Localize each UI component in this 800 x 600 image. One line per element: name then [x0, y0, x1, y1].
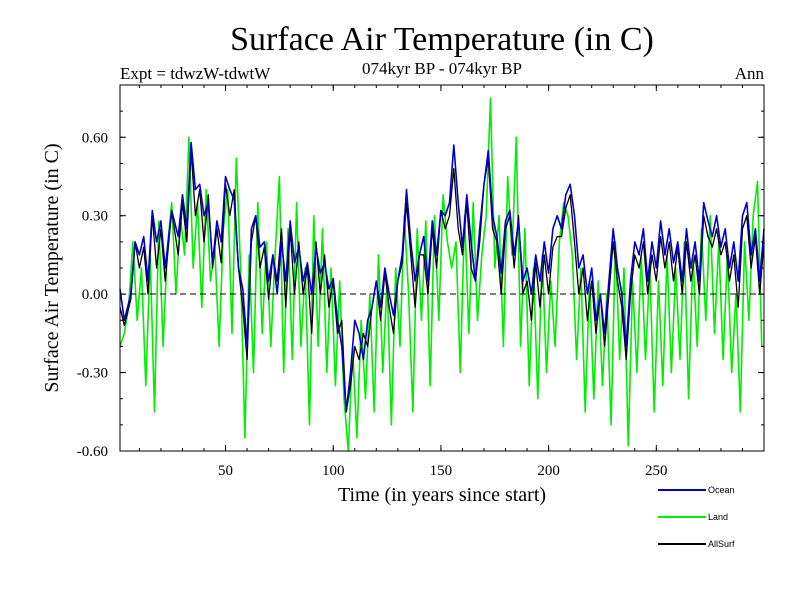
x-tick-label: 100 — [322, 463, 345, 479]
y-tick-label: 0.30 — [82, 209, 108, 225]
chart-subtitle: 074kyr BP - 074kyr BP — [362, 59, 522, 78]
y-axis-label: Surface Air Temperature (in C) — [41, 143, 63, 392]
x-axis-label: Time (in years since start) — [338, 484, 546, 506]
chart-title: Surface Air Temperature (in C) — [230, 21, 654, 58]
legend-label-ocean: Ocean — [708, 485, 735, 495]
y-tick-label: -0.60 — [77, 444, 108, 460]
series-line-land — [119, 97, 764, 452]
x-tick-label: 150 — [430, 463, 453, 479]
x-tick-label: 200 — [537, 463, 560, 479]
y-tick-label: 0.60 — [82, 130, 108, 146]
legend: Ocean Land AllSurf — [658, 485, 735, 549]
x-axis: 50 100 150 200 250 — [138, 85, 765, 479]
legend-label-land: Land — [708, 512, 728, 522]
x-tick-label: 250 — [645, 463, 668, 479]
series-line-ocean — [119, 141, 765, 413]
y-tick-label: -0.30 — [77, 366, 108, 382]
plot-lines — [119, 97, 765, 452]
experiment-label: Expt = tdwzW-tdwtW — [120, 64, 271, 83]
period-label: Ann — [735, 64, 765, 83]
x-tick-label: 50 — [218, 463, 233, 479]
y-tick-label: 0.00 — [82, 287, 108, 303]
legend-label-allsurf: AllSurf — [708, 539, 735, 549]
y-axis: -0.60 -0.30 0.00 0.30 0.60 — [77, 84, 764, 460]
